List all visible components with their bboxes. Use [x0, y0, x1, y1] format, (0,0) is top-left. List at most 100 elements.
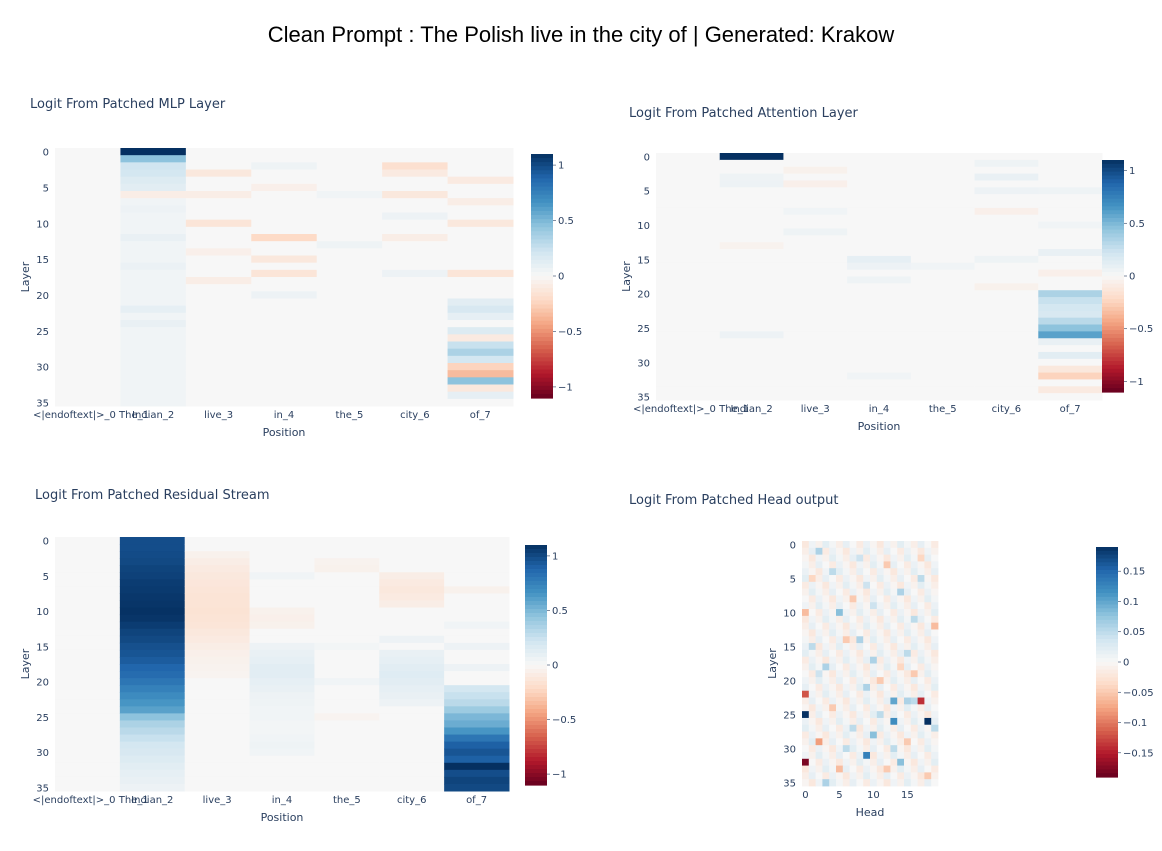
heatmap-cell	[815, 738, 823, 746]
heatmap-cell	[656, 386, 721, 394]
heatmap-cell	[890, 704, 898, 712]
heatmap-cell	[822, 765, 830, 773]
heatmap-cell	[382, 234, 449, 242]
colorbar-segment	[531, 227, 553, 232]
heatmap-cell	[910, 717, 918, 726]
heatmap-cell	[185, 327, 252, 335]
heatmap-cell	[890, 724, 898, 732]
heatmap-cell	[847, 249, 912, 257]
heatmap-cell	[883, 731, 891, 739]
colorbar-segment	[531, 288, 553, 293]
colorbar-segment	[525, 601, 547, 606]
heatmap-cell	[382, 377, 449, 385]
colorbar-segment	[531, 324, 553, 330]
heatmap-cell	[249, 551, 315, 559]
heatmap-cell	[55, 226, 121, 235]
heatmap-cell	[444, 551, 510, 559]
heatmap-cell	[883, 636, 891, 644]
heatmap-cell	[849, 554, 857, 562]
heatmap-cell	[890, 663, 898, 671]
heatmap-cell	[808, 765, 816, 773]
heatmap-cell	[382, 155, 449, 163]
colorbar-segment	[1096, 596, 1118, 602]
heatmap-cell	[316, 205, 383, 213]
heatmap-cell	[842, 697, 850, 705]
heatmap-cell	[379, 586, 445, 594]
heatmap-cell	[55, 398, 121, 407]
heatmap-cell	[856, 547, 864, 556]
heatmap-cell	[379, 720, 445, 728]
heatmap-cell	[184, 776, 251, 785]
heatmap-cell	[931, 554, 939, 562]
heatmap-cell	[316, 219, 383, 228]
heatmap-cell	[316, 334, 383, 342]
heatmap-cell	[849, 704, 857, 712]
heatmap-cell	[836, 622, 844, 630]
colorbar-segment	[1096, 761, 1118, 767]
heatmap-cell	[931, 690, 939, 698]
heatmap-cell	[316, 348, 383, 357]
heatmap-cell	[842, 649, 850, 658]
heatmap-cell	[917, 568, 925, 576]
colorbar-tick-label: 0	[1123, 658, 1129, 669]
colorbar-segment	[525, 573, 547, 578]
heatmap-cell	[974, 214, 1039, 223]
heatmap-cell	[924, 649, 932, 658]
y-tick-label: 10	[637, 221, 650, 232]
heatmap-cell	[863, 629, 871, 637]
colorbar-tick-label: 1	[552, 551, 558, 562]
colorbar-segment	[525, 633, 547, 638]
heatmap-cell	[910, 372, 976, 380]
heatmap-cell	[119, 551, 186, 559]
heatmap-cell	[910, 745, 918, 753]
heatmap-cell	[1038, 262, 1103, 271]
heatmap-cell	[55, 755, 121, 764]
heatmap-cell	[447, 398, 514, 407]
heatmap-cell	[251, 334, 318, 342]
heatmap-cell	[314, 706, 380, 714]
colorbar-segment	[1096, 734, 1118, 740]
colorbar-segment	[1102, 241, 1124, 246]
colorbar-segment	[525, 561, 547, 566]
heatmap-cell	[931, 575, 939, 583]
heatmap-cell	[316, 212, 383, 221]
heatmap-cell	[856, 575, 864, 583]
heatmap-cell	[836, 690, 844, 698]
heatmap-cell	[890, 711, 898, 719]
heatmap-cell	[890, 751, 898, 760]
heatmap-cell	[783, 235, 848, 243]
heatmap-cell	[184, 621, 251, 630]
heatmap-cell	[863, 704, 871, 712]
heatmap-cell	[719, 379, 784, 387]
heatmap-cell	[917, 779, 925, 787]
heatmap-cell	[55, 176, 121, 185]
heatmap-cell	[863, 649, 871, 658]
heatmap-cell	[974, 201, 1039, 209]
heatmap-cell	[656, 153, 721, 161]
heatmap-cell	[910, 772, 918, 780]
heatmap-cell	[849, 717, 857, 726]
heatmap-cell	[251, 198, 318, 206]
heatmap-cell	[870, 602, 878, 610]
colorbar-segment	[525, 605, 547, 610]
heatmap-cell	[1038, 386, 1103, 394]
colorbar-segment	[525, 645, 547, 650]
heatmap-cell	[890, 670, 898, 678]
heatmap-cell	[863, 670, 871, 678]
heatmap-cell	[876, 690, 884, 698]
colorbar-tick-label: −1	[1129, 377, 1144, 388]
heatmap-cell	[379, 614, 445, 623]
colorbar-segment	[525, 741, 547, 746]
heatmap-cell	[656, 372, 721, 380]
colorbar-segment	[525, 569, 547, 574]
heatmap-cell	[185, 148, 252, 156]
colorbar-segment	[525, 705, 547, 710]
heatmap-cell	[910, 738, 918, 746]
heatmap-cell	[783, 372, 848, 380]
heatmap-cell	[883, 765, 891, 773]
heatmap-cell	[856, 751, 864, 760]
colorbar-segment	[1102, 283, 1124, 289]
heatmap-cell	[822, 568, 830, 576]
heatmap-cell	[910, 581, 918, 590]
heatmap-cell	[904, 758, 912, 766]
